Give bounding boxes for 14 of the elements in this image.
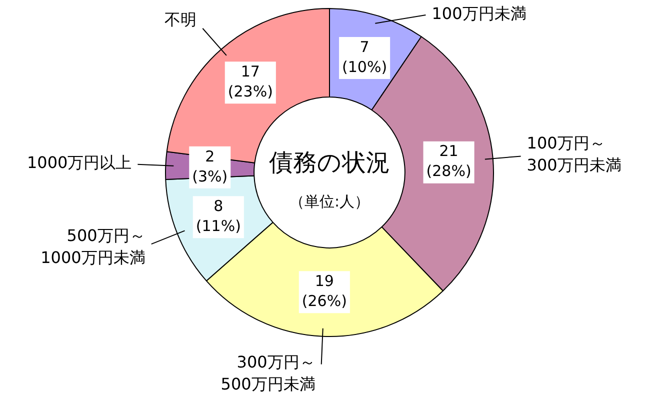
data-label: 7 (10%) — [342, 38, 388, 76]
data-label: 19 (26%) — [302, 272, 347, 310]
slice-label: 不明 — [164, 10, 197, 30]
text: （単位:人） — [289, 192, 370, 210]
slice-label: 300万円～ 500万円未満 — [220, 352, 316, 394]
data-label: 2 (3%) — [192, 147, 228, 186]
data-label: 17 (23%) — [228, 62, 273, 101]
slice-label: 1000万円以上 — [26, 153, 132, 172]
data-label: 21 (28%) — [426, 142, 472, 180]
slice-label: 100万円～ 300万円未満 — [526, 134, 622, 175]
data-label: 8 (11%) — [196, 197, 241, 236]
text: 債務の状況 — [269, 148, 390, 177]
slice-label: 100万円未満 — [432, 4, 526, 24]
slice-label: 500万円～ 1000万円未満 — [40, 226, 146, 267]
